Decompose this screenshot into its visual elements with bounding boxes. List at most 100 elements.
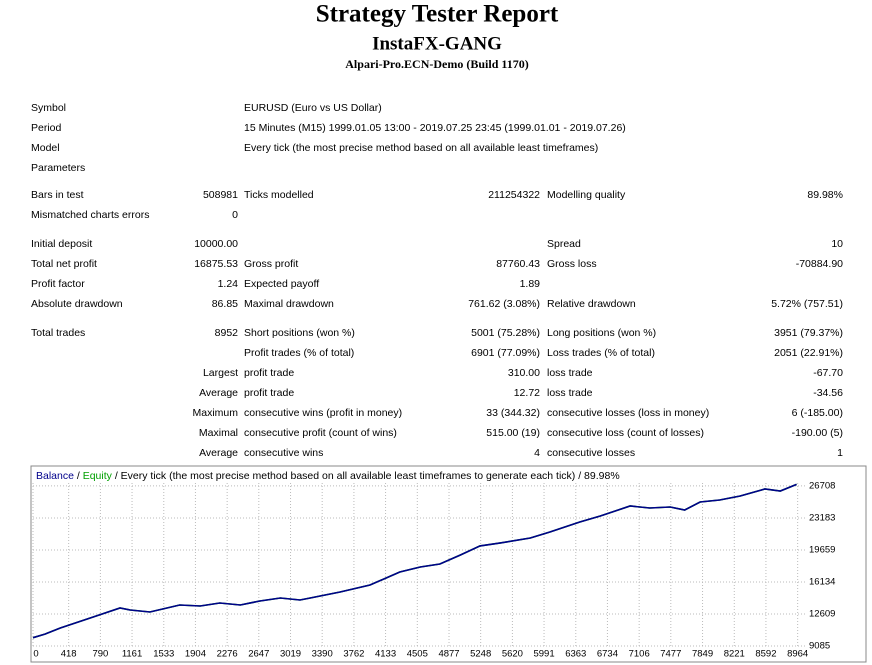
cell-text: Total net profit xyxy=(31,258,97,270)
x-tick-label: 8592 xyxy=(755,649,776,660)
cell-text: 10000.00 xyxy=(194,238,238,250)
report-subtitle: InstaFX-GANG xyxy=(372,33,502,54)
x-tick-label: 7849 xyxy=(692,649,713,660)
cell-text: Profit factor xyxy=(31,278,85,290)
y-tick-label: 19659 xyxy=(809,544,835,555)
x-tick-label: 0 xyxy=(33,649,38,660)
cell-text: profit trade xyxy=(244,387,294,399)
x-tick-label: 5620 xyxy=(502,649,523,660)
cell-text: Short positions (won %) xyxy=(244,327,355,339)
cell-text: 761.62 (3.08%) xyxy=(468,298,540,310)
cell-text: Spread xyxy=(547,238,581,250)
cell-text: 4 xyxy=(534,447,540,459)
server-name: Alpari-Pro.ECN-Demo (Build 1170) xyxy=(345,57,528,71)
x-tick-label: 2276 xyxy=(217,649,238,660)
x-tick-label: 1533 xyxy=(153,649,174,660)
cell-text: Maximal drawdown xyxy=(244,298,334,310)
cell-text: 3951 (79.37%) xyxy=(774,327,843,339)
chart-caption: Every tick (the most precise method base… xyxy=(121,470,620,482)
cell-text: Total trades xyxy=(31,327,85,339)
cell-text: 15 Minutes (M15) 1999.01.05 13:00 - 2019… xyxy=(244,122,626,134)
x-tick-label: 3762 xyxy=(343,649,364,660)
x-tick-label: 5991 xyxy=(533,649,554,660)
y-tick-label: 26708 xyxy=(809,480,835,491)
cell-text: Every tick (the most precise method base… xyxy=(244,142,598,154)
cell-text: Expected payoff xyxy=(244,278,319,290)
cell-text: -190.00 (5) xyxy=(792,427,843,439)
cell-text: 89.98% xyxy=(807,189,843,201)
cell-text: Period xyxy=(31,122,62,134)
x-tick-label: 4505 xyxy=(407,649,428,660)
x-tick-label: 790 xyxy=(92,649,108,660)
y-tick-label: 16134 xyxy=(809,576,835,587)
cell-text: profit trade xyxy=(244,367,294,379)
cell-text: -67.70 xyxy=(813,367,843,379)
cell-text: loss trade xyxy=(547,367,593,379)
cell-text: 8952 xyxy=(215,327,239,339)
cell-text: 5001 (75.28%) xyxy=(471,327,540,339)
cell-text: -34.56 xyxy=(813,387,843,399)
series-line xyxy=(32,483,797,639)
x-tick-label: 4133 xyxy=(375,649,396,660)
x-tick-label: 3390 xyxy=(312,649,333,660)
cell-text: Ticks modelled xyxy=(244,189,314,201)
cell-text: 6 (-185.00) xyxy=(792,407,843,419)
cell-text: Loss trades (% of total) xyxy=(547,347,655,359)
cell-text: 508981 xyxy=(203,189,238,201)
cell-text: Bars in test xyxy=(31,189,84,201)
cell-text: loss trade xyxy=(547,387,593,399)
x-tick-label: 4877 xyxy=(438,649,459,660)
cell-text: Average xyxy=(199,447,238,459)
cell-text: Relative drawdown xyxy=(547,298,636,310)
x-tick-label: 5248 xyxy=(470,649,491,660)
cell-text: Gross profit xyxy=(244,258,298,270)
report-title: Strategy Tester Report xyxy=(316,1,559,28)
cell-text: 310.00 xyxy=(508,367,540,379)
cell-text: 86.85 xyxy=(212,298,238,310)
cell-text: Mismatched charts errors xyxy=(31,209,149,221)
cell-text: Largest xyxy=(203,367,238,379)
cell-text: Maximum xyxy=(192,407,238,419)
y-tick-label: 9085 xyxy=(809,641,830,652)
x-tick-label: 3019 xyxy=(280,649,301,660)
cell-text: consecutive profit (count of wins) xyxy=(244,427,397,439)
cell-text: Modelling quality xyxy=(547,189,626,201)
cell-text: 16875.53 xyxy=(194,258,238,270)
x-tick-label: 6363 xyxy=(565,649,586,660)
cell-text: consecutive loss (count of losses) xyxy=(547,427,704,439)
cell-text: Gross loss xyxy=(547,258,597,270)
cell-text: 2051 (22.91%) xyxy=(774,347,843,359)
cell-text: Absolute drawdown xyxy=(31,298,123,310)
x-tick-label: 7477 xyxy=(660,649,681,660)
cell-text: 211254322 xyxy=(488,189,540,201)
cell-text: 1 xyxy=(837,447,843,459)
cell-text: -70884.90 xyxy=(796,258,843,270)
cell-text: 12.72 xyxy=(514,387,540,399)
cell-text: Profit trades (% of total) xyxy=(244,347,354,359)
x-tick-label: 1161 xyxy=(122,649,142,660)
x-tick-label: 418 xyxy=(61,649,77,660)
cell-text: 6901 (77.09%) xyxy=(471,347,540,359)
cell-text: consecutive losses xyxy=(547,447,635,459)
cell-text: 5.72% (757.51) xyxy=(771,298,843,310)
cell-text: consecutive losses (loss in money) xyxy=(547,407,709,419)
cell-text: Parameters xyxy=(31,162,85,174)
cell-text: Maximal xyxy=(199,427,238,439)
cell-text: Symbol xyxy=(31,102,66,114)
cell-text: Initial deposit xyxy=(31,238,92,250)
x-tick-label: 1904 xyxy=(185,649,206,660)
legend-entry: Balance xyxy=(36,470,74,482)
y-tick-label: 12609 xyxy=(809,609,835,620)
cell-text: 515.00 (19) xyxy=(486,427,540,439)
x-tick-label: 8221 xyxy=(724,649,745,660)
cell-text: Model xyxy=(31,142,60,154)
cell-text: 1.24 xyxy=(218,278,239,290)
x-tick-label: 7106 xyxy=(629,649,650,660)
cell-text: Average xyxy=(199,387,238,399)
cell-text: 87760.43 xyxy=(496,258,540,270)
cell-text: 0 xyxy=(232,209,238,221)
x-tick-label: 8964 xyxy=(787,649,808,660)
cell-text: 1.89 xyxy=(520,278,541,290)
x-tick-label: 2647 xyxy=(248,649,269,660)
